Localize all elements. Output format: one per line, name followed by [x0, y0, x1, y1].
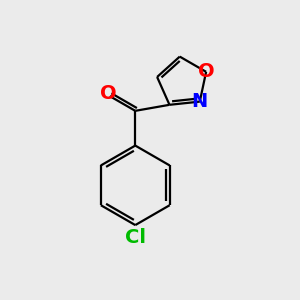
Text: O: O [198, 62, 214, 81]
Text: O: O [100, 84, 117, 103]
Text: Cl: Cl [125, 228, 146, 247]
Text: N: N [192, 92, 208, 111]
